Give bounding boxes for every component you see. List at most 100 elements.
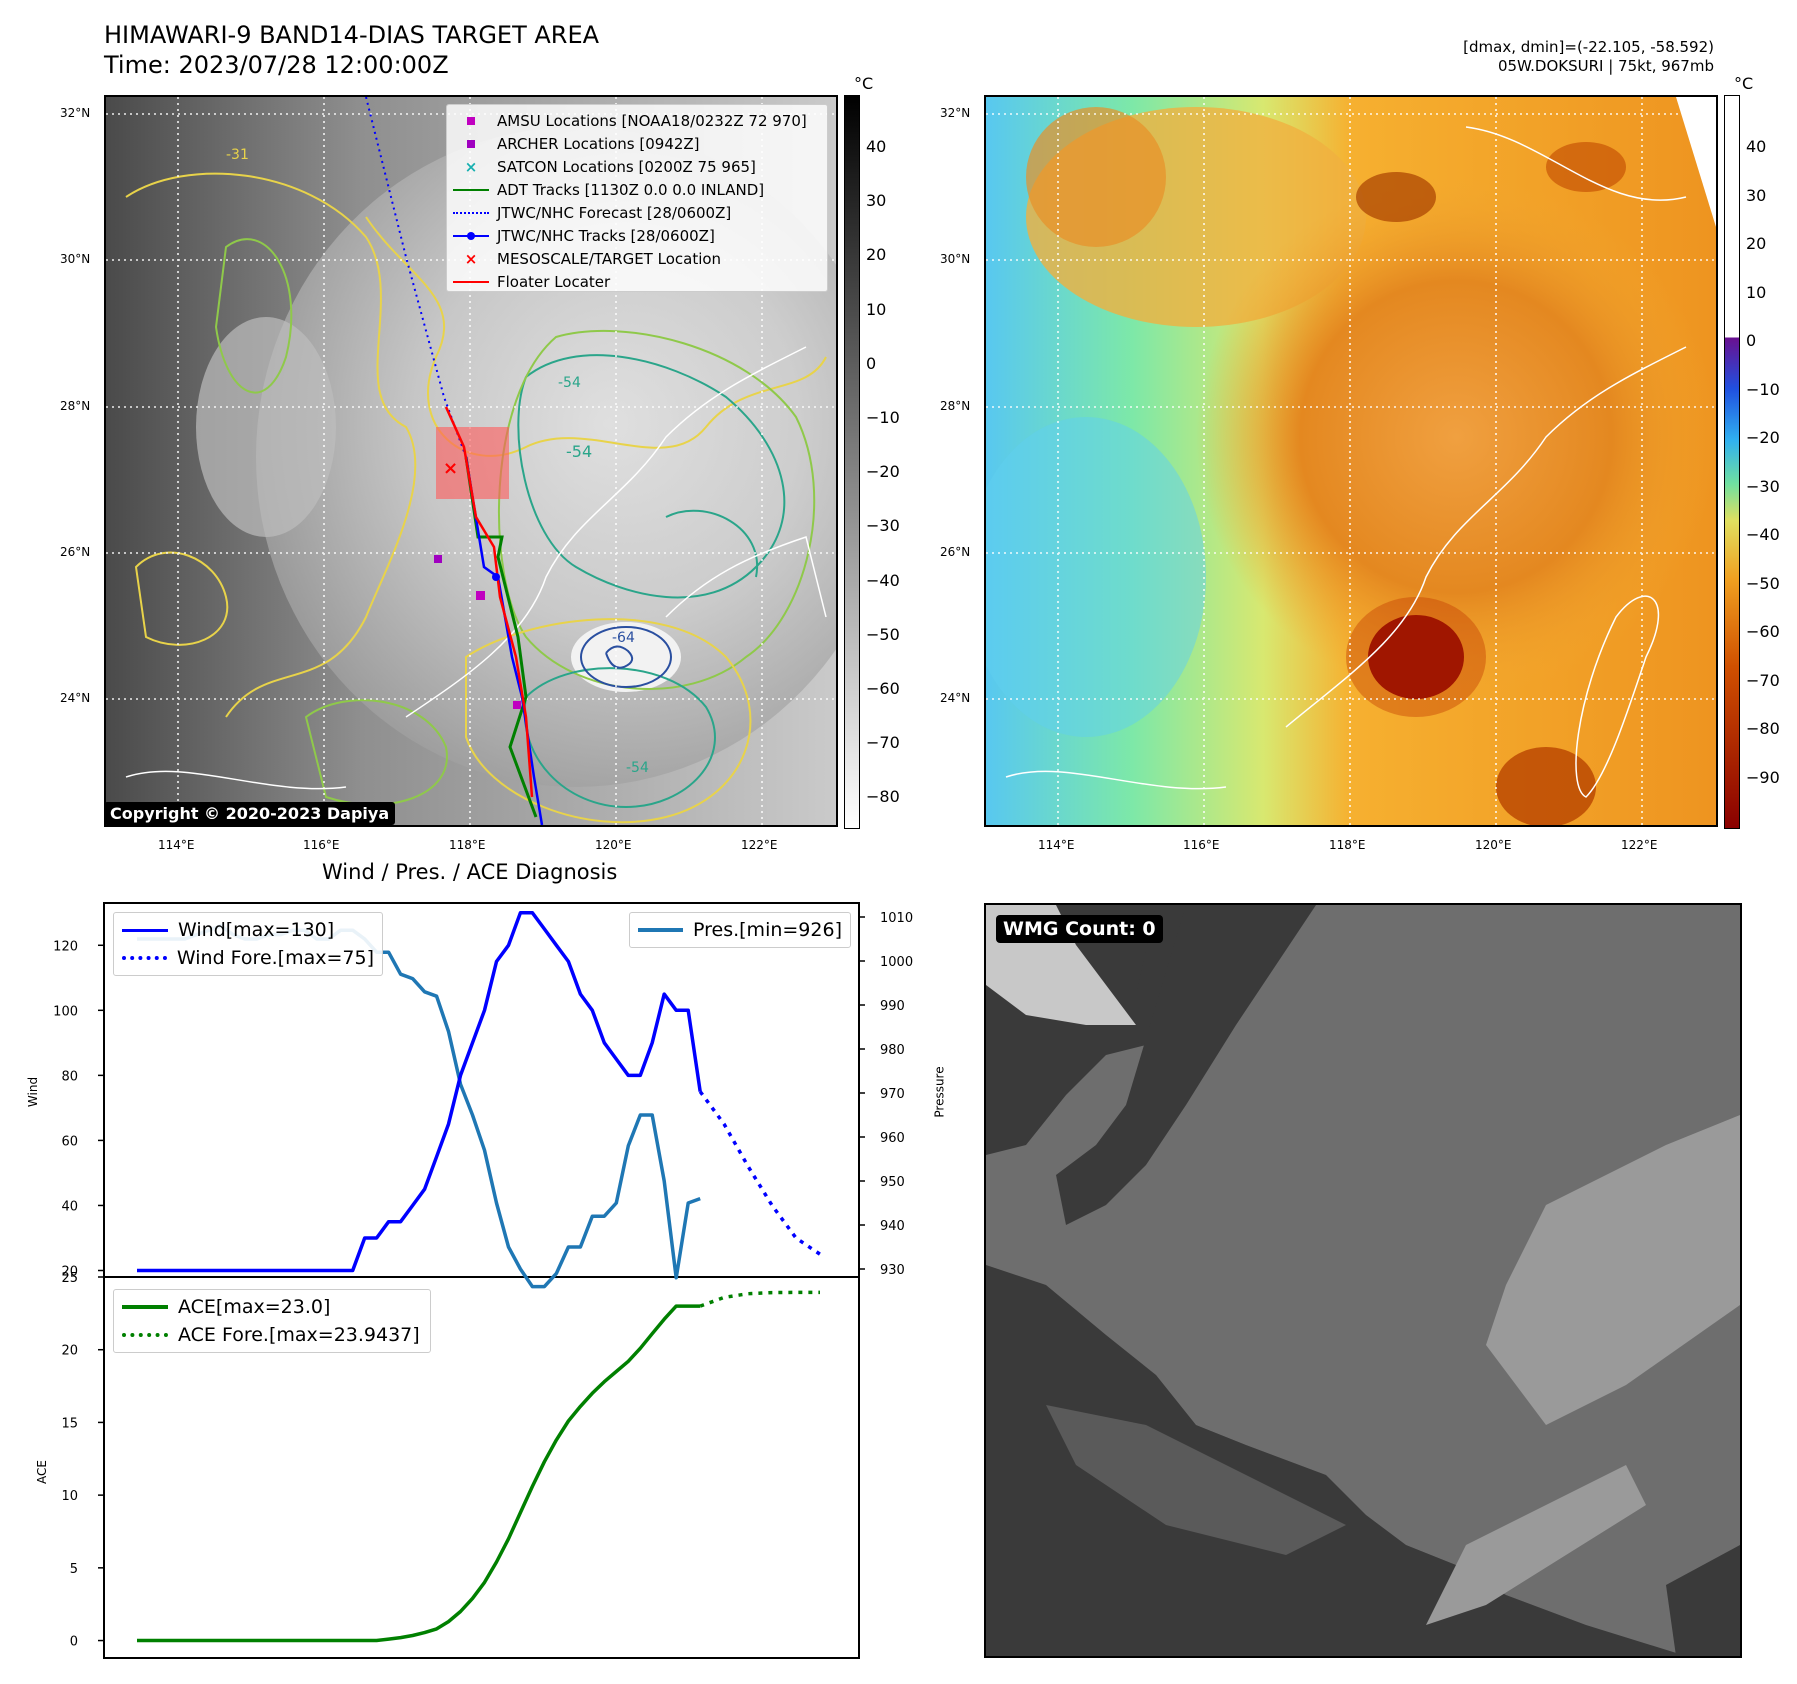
colorbar-tick-label: 0	[866, 353, 877, 373]
colorbar-tick-label: 30	[1746, 185, 1767, 205]
colorbar-tick-label: 20	[1746, 234, 1767, 253]
wind-legend: Wind[max=130] Wind Fore.[max=75]	[113, 912, 383, 976]
ace-legend: ACE[max=23.0] ACE Fore.[max=23.9437]	[113, 1289, 431, 1353]
target-marker: ×	[443, 458, 458, 479]
colorbar-tick-label: 40	[1746, 137, 1767, 156]
lon-label-120: 120°E	[595, 838, 632, 852]
color-colorbar	[1724, 95, 1740, 829]
lon-label-118: 118°E	[449, 838, 486, 852]
contour-label-2: -54	[566, 442, 592, 461]
legend-wind: Wind[max=130]	[122, 916, 374, 944]
series-line-ace	[137, 1304, 701, 1643]
color-ir-map-panel	[984, 95, 1718, 827]
colorbar-tick-label: −60	[1746, 622, 1780, 641]
lon-label-122-r: 122°E	[1621, 838, 1658, 852]
storm-summary: [dmax, dmin]=(-22.105, -58.592) 05W.DOKS…	[1463, 38, 1714, 76]
lon-label-116-r: 116°E	[1183, 838, 1220, 852]
lat-label-30: 30°N	[60, 252, 91, 266]
colorbar-tick-label: 10	[1746, 282, 1767, 302]
colorbar-tick-label: −80	[866, 787, 900, 807]
jtwc-track	[464, 456, 544, 825]
copyright-badge: Copyright © 2020-2023 Dapiya	[104, 802, 396, 825]
pressure-axis-tick-label: 960	[880, 1131, 905, 1146]
diagnosis-title: Wind / Pres. / ACE Diagnosis	[322, 860, 618, 884]
lat-label-32: 32°N	[60, 106, 91, 120]
wmg-count-badge: WMG Count: 0	[996, 915, 1163, 943]
colorbar-tick-label: −70	[1746, 670, 1780, 690]
legend-row-floater: Floater Locater	[453, 270, 821, 293]
lon-label-114-r: 114°E	[1038, 838, 1075, 852]
pressure-axis-tick-label: 950	[880, 1175, 905, 1190]
pressure-axis-tick-label: 1010	[880, 911, 913, 926]
ace-axis-tick-label: 10	[61, 1489, 78, 1504]
ace-axis-tick-label: 15	[61, 1416, 78, 1431]
wind-axis-tick-label: 80	[61, 1069, 78, 1084]
colorbar-tick-label: −10	[1746, 379, 1780, 399]
legend-row-adt: ADT Tracks [1130Z 0.0 0.0 INLAND]	[453, 178, 821, 201]
colorbar-tick-label: −30	[1746, 476, 1780, 496]
contour-label-4: -54	[626, 760, 649, 776]
map-legend: AMSU Locations [NOAA18/0232Z 72 970] ARC…	[446, 104, 828, 292]
wind-axis-tick-label: 60	[61, 1134, 78, 1149]
colorbar-tick-label: −20	[1746, 428, 1780, 447]
pressure-axis-tick-label: 1000	[880, 955, 913, 970]
ace-axis-tick-label: 5	[70, 1562, 78, 1577]
contour-label-5: -54	[558, 375, 581, 391]
colorbar-tick-label: −50	[1746, 573, 1780, 593]
colorbar-tick-label: 10	[866, 299, 887, 319]
legend-row-forecast: JTWC/NHC Forecast [28/0600Z]	[453, 201, 821, 224]
wind-axis-title: Wind	[26, 1076, 41, 1108]
archer-marker-2	[476, 591, 485, 600]
contour-label-3: -64	[612, 630, 635, 646]
figure-title: HIMAWARI-9 BAND14-DIAS TARGET AREA Time:…	[104, 20, 599, 80]
legend-row-satcon: × SATCON Locations [0200Z 75 965]	[464, 157, 756, 176]
legend-row-archer: ARCHER Locations [0942Z]	[453, 132, 821, 155]
lon-label-118-r: 118°E	[1329, 838, 1366, 852]
lon-label-116: 116°E	[303, 838, 340, 852]
lat-label-28-r: 28°N	[940, 399, 971, 413]
ace-axis-tick-label: 20	[61, 1344, 78, 1359]
lat-label-26-r: 26°N	[940, 545, 971, 559]
pressure-axis-tick-label: 930	[880, 1263, 905, 1278]
wmg-panel	[984, 903, 1742, 1658]
title-line-1: HIMAWARI-9 BAND14-DIAS TARGET AREA	[104, 21, 600, 49]
legend-ace-fore: ACE Fore.[max=23.9437]	[122, 1321, 422, 1349]
legend-row-amsu: AMSU Locations [NOAA18/0232Z 72 970]	[453, 109, 821, 132]
adt-track	[464, 456, 538, 818]
gray-colorbar	[844, 95, 860, 829]
colorbar-tick-label: −20	[866, 462, 900, 482]
legend-pressure: Pres.[min=926]	[638, 916, 842, 944]
colorbar-tick-label: −10	[866, 408, 900, 427]
ace-axis-tick-label: 0	[70, 1635, 78, 1650]
wind-axis-tick-label: 40	[61, 1199, 78, 1214]
wmg-image	[986, 905, 1740, 1656]
legend-ace: ACE[max=23.0]	[122, 1293, 422, 1321]
colorbar-tick-label: −50	[866, 624, 900, 644]
gray-colorbar-unit: °C	[854, 74, 874, 93]
colorbar-tick-label: −80	[1746, 719, 1780, 738]
colorbar-tick-label: −40	[866, 570, 900, 590]
pressure-axis-tick-label: 980	[880, 1043, 905, 1058]
lat-label-30-r: 30°N	[940, 252, 971, 266]
colorbar-tick-label: −60	[866, 679, 900, 698]
colorbar-tick-label: 0	[1746, 331, 1757, 350]
wind-axis-tick-label: 120	[53, 939, 78, 954]
pressure-axis-tick-label: 940	[880, 1219, 905, 1234]
dmax-dmin-text: [dmax, dmin]=(-22.105, -58.592)	[1463, 38, 1714, 56]
series-line-ace-fore-	[699, 1290, 820, 1308]
lat-label-24: 24°N	[60, 691, 91, 705]
archer-marker	[434, 555, 442, 563]
pressure-axis-tick-label: 970	[880, 1087, 905, 1102]
target-area-box	[436, 427, 509, 499]
lat-label-24-r: 24°N	[940, 691, 971, 705]
legend-row-tracks: JTWC/NHC Tracks [28/0600Z]	[453, 224, 821, 247]
storm-name-intensity: 05W.DOKSURI | 75kt, 967mb	[1497, 57, 1714, 75]
title-line-2: Time: 2023/07/28 12:00:00Z	[104, 51, 449, 79]
colorbar-tick-label: −70	[866, 733, 900, 753]
colorbar-tick-label: 30	[866, 191, 887, 211]
lat-label-26: 26°N	[60, 545, 91, 559]
colorbar-tick-label: −90	[1746, 767, 1780, 787]
lat-label-28: 28°N	[60, 399, 91, 413]
color-ir-map-image	[986, 97, 1716, 825]
lon-label-114: 114°E	[158, 838, 195, 852]
